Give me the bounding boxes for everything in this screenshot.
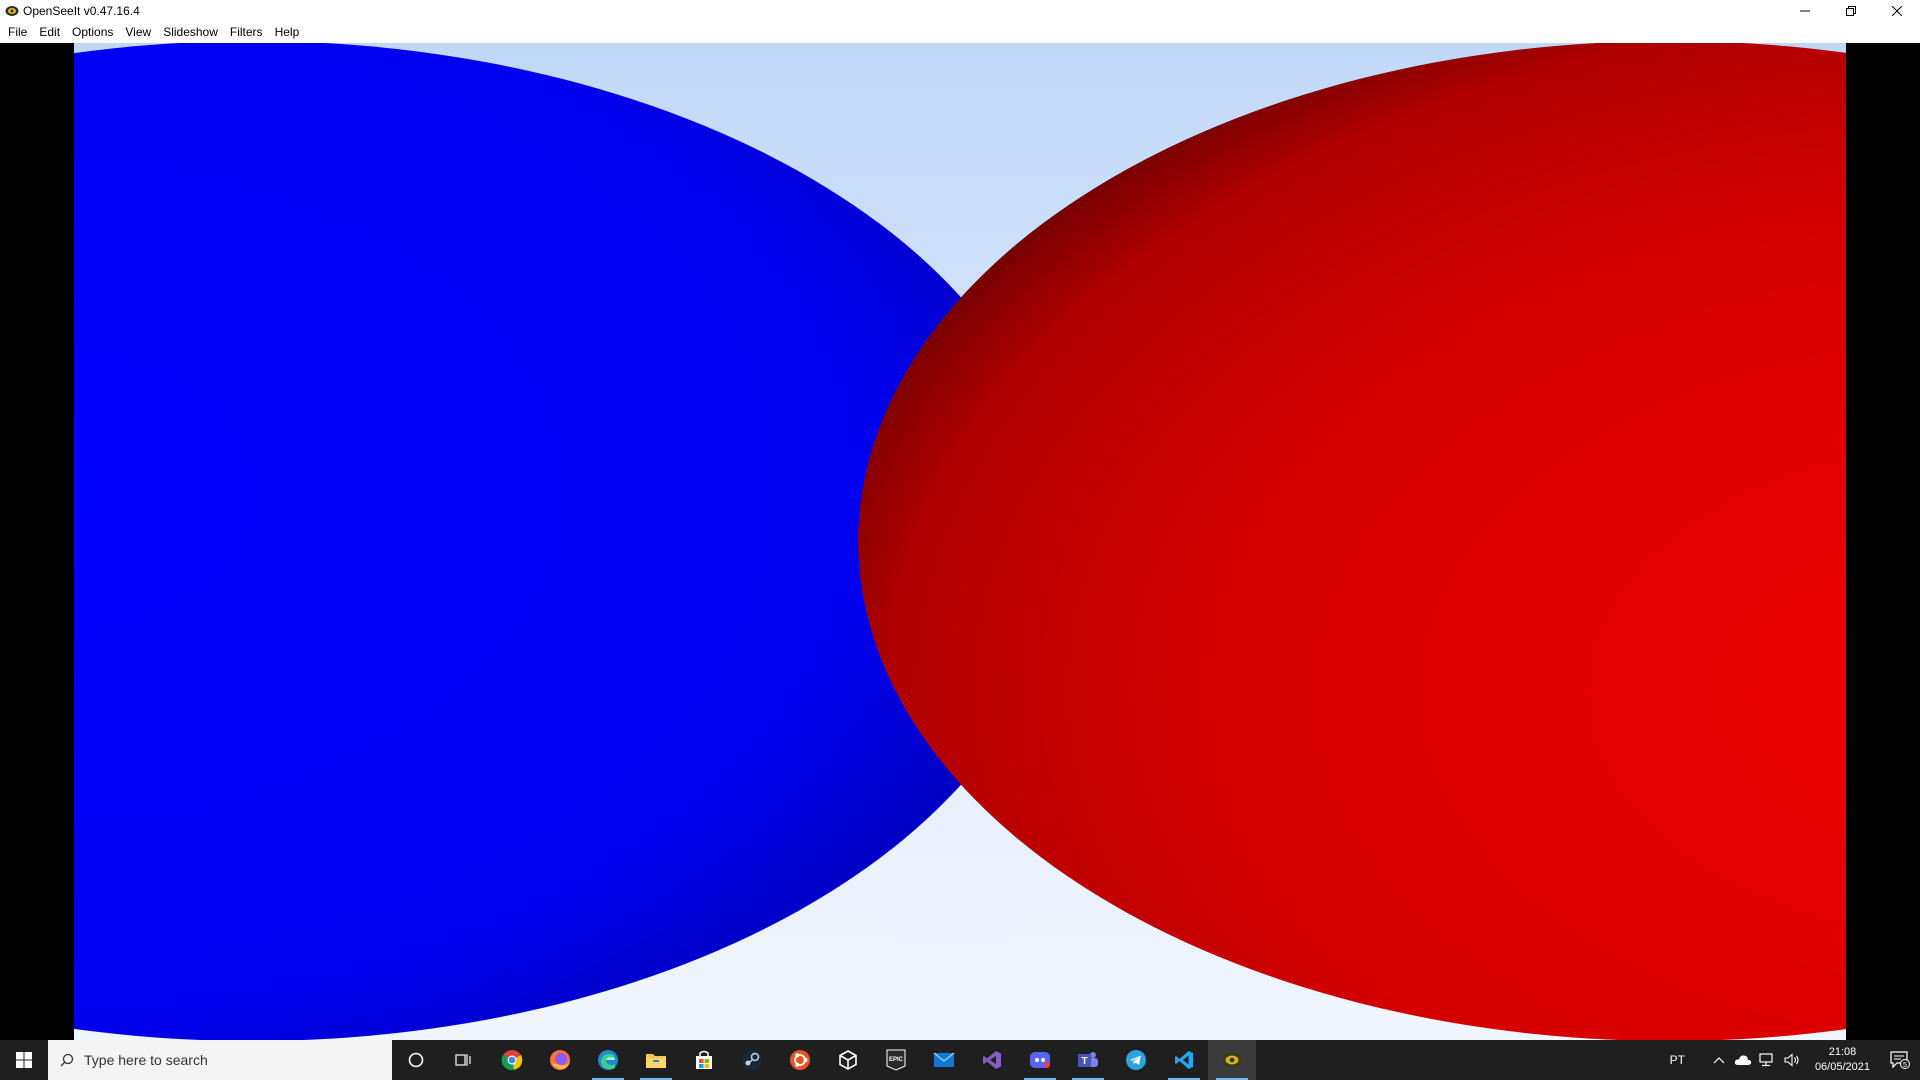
svg-text:T: T — [1081, 1056, 1087, 1067]
minimize-button[interactable] — [1782, 0, 1828, 22]
ubuntu-icon — [790, 1050, 810, 1070]
volume-button[interactable] — [1779, 1040, 1805, 1080]
taskbar-chrome[interactable] — [488, 1040, 536, 1080]
menu-options[interactable]: Options — [72, 25, 114, 39]
taskbar-ubuntu[interactable] — [776, 1040, 824, 1080]
speaker-icon — [1784, 1053, 1799, 1067]
taskbar-vscode[interactable] — [1160, 1040, 1208, 1080]
clock-time: 21:08 — [1828, 1046, 1857, 1058]
minimize-icon — [1800, 10, 1810, 12]
edge-icon — [598, 1050, 618, 1070]
chevron-up-icon — [1713, 1057, 1725, 1064]
svg-text:5: 5 — [1903, 1062, 1907, 1069]
restore-button[interactable] — [1828, 0, 1874, 22]
rendered-image — [74, 43, 1846, 1040]
onedrive-button[interactable] — [1731, 1040, 1755, 1080]
clock-date: 06/05/2021 — [1814, 1061, 1870, 1073]
store-icon — [696, 1050, 712, 1069]
taskbar-edge[interactable] — [584, 1040, 632, 1080]
taskbar-steam[interactable] — [728, 1040, 776, 1080]
taskbar: Type here to search EPIC T — [0, 1040, 1920, 1080]
network-button[interactable] — [1755, 1040, 1779, 1080]
menu-filters[interactable]: Filters — [229, 25, 263, 39]
taskbar-file-explorer[interactable] — [632, 1040, 680, 1080]
language-indicator[interactable]: PT — [1669, 1053, 1685, 1067]
menu-file[interactable]: File — [8, 25, 28, 39]
red-sphere — [858, 43, 1846, 1040]
menu-view[interactable]: View — [125, 25, 152, 39]
menu-bar: File Edit Options View Slideshow Filters… — [0, 22, 1920, 43]
menu-edit[interactable]: Edit — [39, 25, 61, 39]
telegram-icon — [1126, 1050, 1146, 1070]
taskbar-epic-games[interactable]: EPIC — [872, 1040, 920, 1080]
task-view-icon — [455, 1054, 471, 1066]
title-bar: OpenSeeIt v0.47.16.4 — [0, 0, 1920, 22]
unity-icon — [839, 1050, 857, 1070]
onedrive-icon — [1734, 1055, 1752, 1065]
teams-icon: T — [1078, 1052, 1098, 1067]
search-placeholder: Type here to search — [84, 1052, 208, 1068]
task-view-button[interactable] — [440, 1040, 488, 1080]
close-button[interactable] — [1874, 0, 1920, 22]
epic-games-icon: EPIC — [886, 1049, 906, 1071]
firefox-icon — [550, 1050, 570, 1070]
steam-icon — [742, 1050, 762, 1070]
openseeit-app-icon — [4, 3, 20, 19]
svg-text:EPIC: EPIC — [889, 1057, 904, 1063]
search-input[interactable]: Type here to search — [48, 1040, 392, 1080]
window-title: OpenSeeIt v0.47.16.4 — [23, 4, 140, 18]
menu-slideshow[interactable]: Slideshow — [163, 25, 218, 39]
network-icon — [1759, 1053, 1773, 1067]
restore-icon — [1846, 6, 1856, 16]
taskbar-telegram[interactable] — [1112, 1040, 1160, 1080]
visual-studio-icon — [983, 1051, 1001, 1069]
taskbar-unity[interactable] — [824, 1040, 872, 1080]
menu-help[interactable]: Help — [274, 25, 300, 39]
openseeit-icon — [1222, 1053, 1242, 1067]
chrome-icon — [501, 1050, 523, 1071]
taskbar-store[interactable] — [680, 1040, 728, 1080]
cortana-icon — [408, 1052, 424, 1068]
cortana-button[interactable] — [392, 1040, 440, 1080]
search-icon — [60, 1053, 74, 1067]
mail-icon — [933, 1052, 955, 1067]
start-button[interactable] — [0, 1040, 48, 1080]
spheres-render — [74, 43, 1846, 1040]
system-tray: PT 21:08 06/05/2021 5 — [1648, 1040, 1920, 1080]
blue-sphere — [74, 43, 1064, 1040]
vscode-icon — [1175, 1051, 1193, 1069]
notification-center-button[interactable]: 5 — [1880, 1040, 1920, 1080]
taskbar-firefox[interactable] — [536, 1040, 584, 1080]
taskbar-teams[interactable]: T — [1064, 1040, 1112, 1080]
clock[interactable]: 21:08 06/05/2021 — [1805, 1040, 1880, 1080]
file-explorer-icon — [646, 1054, 666, 1068]
notification-icon: 5 — [1890, 1051, 1910, 1069]
close-icon — [1892, 6, 1902, 16]
taskbar-discord[interactable] — [1016, 1040, 1064, 1080]
taskbar-mail[interactable] — [920, 1040, 968, 1080]
tray-overflow-button[interactable] — [1707, 1040, 1731, 1080]
taskbar-openseeit[interactable] — [1208, 1040, 1256, 1080]
image-viewer[interactable] — [0, 43, 1920, 1040]
taskbar-visual-studio[interactable] — [968, 1040, 1016, 1080]
windows-icon — [16, 1052, 32, 1068]
discord-icon — [1030, 1052, 1050, 1068]
